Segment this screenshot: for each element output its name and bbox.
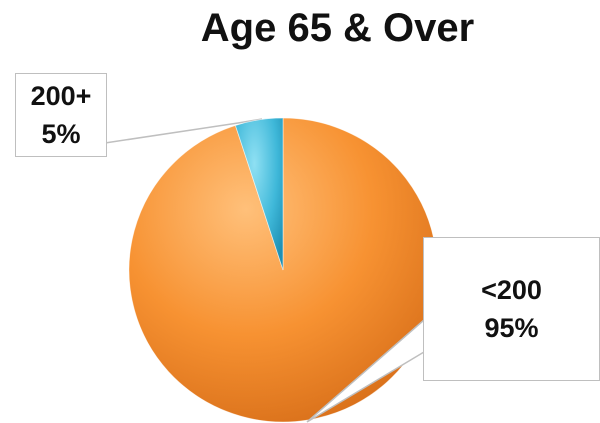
pie-slice-200-plus: [234, 117, 284, 271]
slice-percent-label: 5%: [41, 119, 81, 149]
slice-category-label: <200: [481, 275, 542, 305]
pie-slices: [128, 117, 438, 423]
chart-title: Age 65 & Over: [200, 6, 475, 50]
slice-label-200-plus: 200+ 5%: [15, 73, 107, 157]
slice-label-under-200: <200 95%: [423, 237, 600, 381]
slice-percent-label: 95%: [484, 313, 539, 343]
slice-category-label: 200+: [30, 81, 92, 111]
